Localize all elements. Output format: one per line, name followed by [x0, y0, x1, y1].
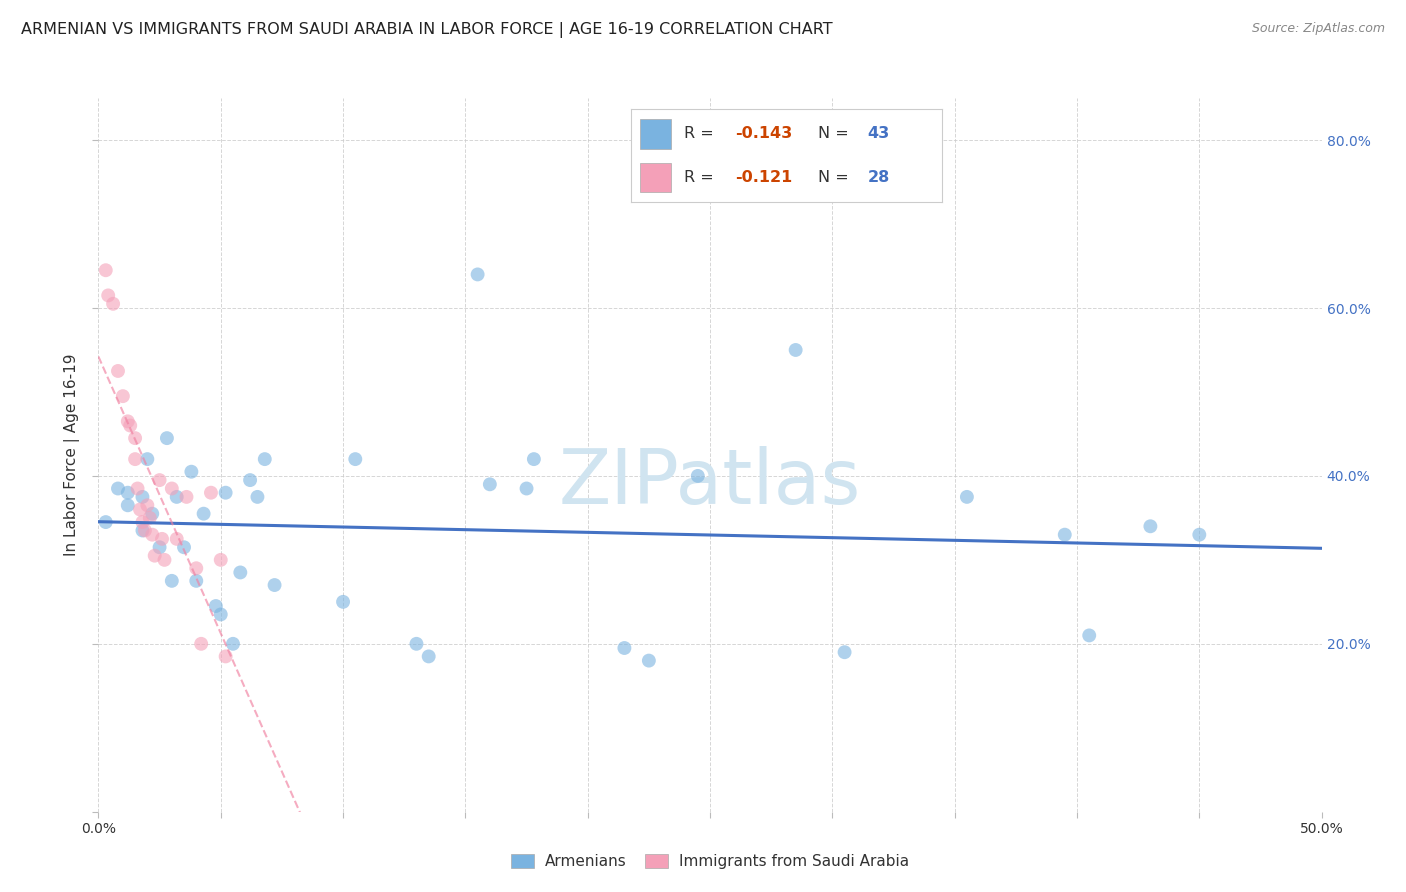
- Point: [127, 482, 149, 496]
- Point: [418, 649, 440, 664]
- Point: [176, 490, 198, 504]
- Point: [515, 482, 537, 496]
- Y-axis label: In Labor Force | Age 16-19: In Labor Force | Age 16-19: [63, 353, 80, 557]
- Point: [160, 574, 183, 588]
- Point: [209, 607, 232, 622]
- Text: ARMENIAN VS IMMIGRANTS FROM SAUDI ARABIA IN LABOR FORCE | AGE 16-19 CORRELATION : ARMENIAN VS IMMIGRANTS FROM SAUDI ARABIA…: [21, 22, 832, 38]
- Point: [117, 414, 139, 428]
- Point: [160, 482, 183, 496]
- Point: [229, 566, 252, 580]
- Point: [1053, 527, 1076, 541]
- Point: [214, 485, 236, 500]
- Point: [173, 541, 195, 555]
- Point: [834, 645, 856, 659]
- Point: [117, 498, 139, 512]
- Point: [101, 297, 124, 311]
- Point: [156, 431, 179, 445]
- Point: [124, 431, 146, 445]
- Point: [131, 515, 153, 529]
- Point: [186, 561, 208, 575]
- Point: [405, 637, 427, 651]
- Point: [193, 507, 215, 521]
- Point: [141, 527, 163, 541]
- Point: [638, 654, 661, 668]
- Point: [200, 485, 222, 500]
- Point: [180, 465, 202, 479]
- Text: ZIPatlas: ZIPatlas: [558, 447, 862, 520]
- Point: [785, 343, 807, 357]
- Point: [166, 532, 188, 546]
- Point: [344, 452, 367, 467]
- Legend: Armenians, Immigrants from Saudi Arabia: Armenians, Immigrants from Saudi Arabia: [505, 847, 915, 875]
- Point: [107, 364, 129, 378]
- Point: [246, 490, 269, 504]
- Point: [263, 578, 285, 592]
- Point: [467, 268, 489, 282]
- Point: [136, 452, 159, 467]
- Point: [150, 532, 173, 546]
- Point: [94, 515, 117, 529]
- Point: [141, 507, 163, 521]
- Point: [153, 553, 176, 567]
- Point: [332, 595, 354, 609]
- Point: [523, 452, 546, 467]
- Point: [1188, 527, 1211, 541]
- Point: [166, 490, 188, 504]
- Point: [205, 599, 228, 613]
- Point: [107, 482, 129, 496]
- Point: [209, 553, 232, 567]
- Point: [222, 637, 245, 651]
- Point: [686, 469, 709, 483]
- Point: [1139, 519, 1161, 533]
- Point: [134, 524, 156, 538]
- Point: [149, 473, 172, 487]
- Point: [131, 490, 153, 504]
- Text: Source: ZipAtlas.com: Source: ZipAtlas.com: [1251, 22, 1385, 36]
- Point: [124, 452, 146, 467]
- Point: [94, 263, 117, 277]
- Point: [149, 541, 172, 555]
- Point: [1078, 628, 1101, 642]
- Point: [97, 288, 120, 302]
- Point: [131, 524, 153, 538]
- Point: [120, 418, 142, 433]
- Point: [136, 498, 159, 512]
- Point: [186, 574, 208, 588]
- Point: [190, 637, 212, 651]
- Point: [956, 490, 979, 504]
- Point: [214, 649, 236, 664]
- Point: [478, 477, 501, 491]
- Point: [239, 473, 262, 487]
- Point: [117, 485, 139, 500]
- Point: [253, 452, 276, 467]
- Point: [143, 549, 166, 563]
- Point: [139, 511, 162, 525]
- Point: [129, 502, 152, 516]
- Point: [111, 389, 134, 403]
- Point: [613, 640, 636, 655]
